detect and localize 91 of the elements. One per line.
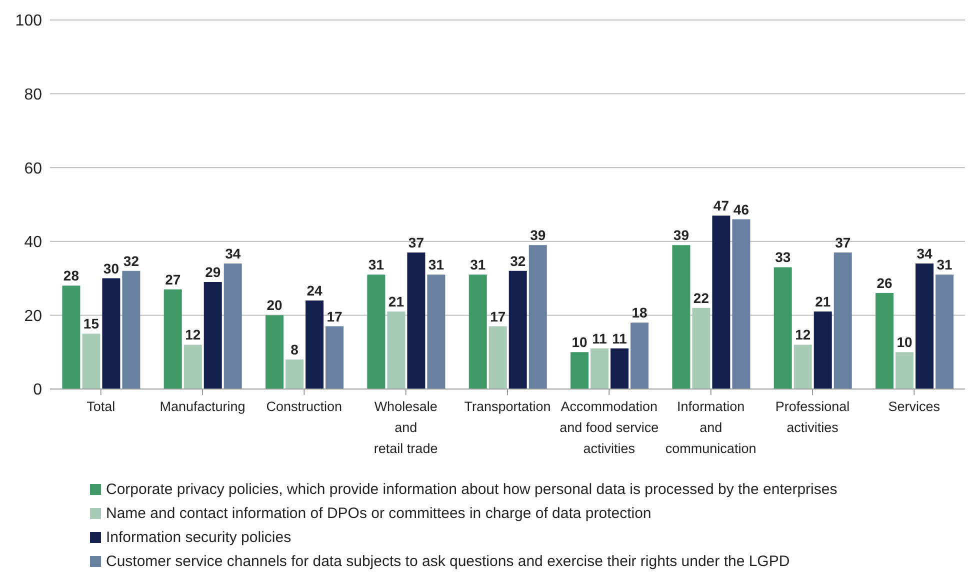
y-tick-label: 0 bbox=[33, 382, 42, 399]
data-label: 21 bbox=[815, 294, 831, 310]
x-tick-label: Professional activities bbox=[775, 399, 850, 435]
y-tick-label: 80 bbox=[24, 86, 42, 104]
data-label: 26 bbox=[876, 275, 893, 292]
y-tick-label: 40 bbox=[24, 234, 42, 252]
data-label: 27 bbox=[165, 271, 181, 288]
data-label: 12 bbox=[185, 326, 201, 343]
bar bbox=[407, 252, 426, 389]
bar bbox=[468, 274, 487, 389]
bar bbox=[326, 326, 344, 389]
bar bbox=[570, 352, 589, 389]
data-label: 30 bbox=[103, 260, 120, 276]
x-tick-label: Manufacturing bbox=[160, 399, 246, 414]
data-label: 20 bbox=[266, 297, 283, 314]
y-tick-label: 20 bbox=[24, 308, 42, 325]
bar bbox=[82, 334, 100, 389]
x-tick-label: Information and communication bbox=[665, 399, 756, 456]
bar bbox=[876, 293, 894, 389]
data-label: 8 bbox=[290, 341, 299, 358]
bar bbox=[834, 252, 852, 389]
legend-label: Name and contact information of DPOs or committees in charge of data protection bbox=[106, 504, 652, 522]
bar bbox=[936, 274, 954, 389]
data-label: 18 bbox=[632, 304, 648, 321]
x-tick-label: Construction bbox=[266, 399, 342, 414]
x-tick-label: Wholesale and retail trade bbox=[374, 399, 438, 456]
legend-label: Information security policies bbox=[106, 528, 292, 546]
bar bbox=[204, 282, 222, 389]
x-tick-label: Transportation bbox=[464, 399, 551, 414]
data-label: 47 bbox=[713, 198, 730, 214]
bar bbox=[692, 308, 710, 389]
data-label: 46 bbox=[733, 201, 750, 218]
data-label: 31 bbox=[936, 256, 953, 273]
bar bbox=[528, 245, 547, 389]
data-label: 33 bbox=[775, 249, 791, 266]
bar bbox=[916, 264, 934, 389]
bar bbox=[630, 322, 649, 389]
data-label: 39 bbox=[530, 227, 546, 244]
data-label: 17 bbox=[490, 308, 506, 324]
bar bbox=[224, 264, 242, 389]
bar bbox=[286, 359, 304, 389]
bar bbox=[306, 300, 324, 389]
x-tick-label: Total bbox=[86, 399, 116, 414]
bar bbox=[488, 326, 507, 389]
data-label: 22 bbox=[693, 290, 710, 306]
bar bbox=[62, 286, 80, 389]
bar bbox=[184, 344, 202, 389]
data-label: 29 bbox=[205, 264, 221, 280]
bar bbox=[794, 344, 812, 389]
bar bbox=[774, 267, 792, 389]
data-label: 31 bbox=[470, 256, 486, 273]
x-tick-label: Services bbox=[888, 399, 940, 414]
data-label: 37 bbox=[835, 234, 851, 250]
data-label: 11 bbox=[592, 330, 608, 346]
data-label: 32 bbox=[123, 252, 140, 269]
data-label: 21 bbox=[388, 294, 404, 310]
data-label: 28 bbox=[63, 268, 80, 284]
data-label: 17 bbox=[326, 308, 343, 324]
data-label: 31 bbox=[428, 256, 444, 273]
bar bbox=[102, 278, 120, 389]
bar bbox=[367, 274, 386, 389]
legend-label: Customer service channels for data subjects to ask questions and exercise their rights under the LGPD bbox=[106, 552, 790, 570]
x-tick-label: Accommodation and food service activities bbox=[560, 399, 659, 456]
data-label: 10 bbox=[896, 334, 913, 350]
data-label: 31 bbox=[368, 256, 384, 273]
bar bbox=[672, 245, 690, 389]
data-label: 39 bbox=[673, 227, 690, 244]
data-label: 37 bbox=[408, 234, 424, 250]
data-label: 11 bbox=[612, 330, 628, 346]
y-tick-label: 100 bbox=[15, 12, 42, 30]
bar bbox=[590, 348, 609, 389]
bar bbox=[164, 289, 182, 389]
bar bbox=[732, 219, 750, 389]
bar bbox=[610, 348, 629, 389]
bar bbox=[712, 216, 730, 389]
data-label: 24 bbox=[306, 282, 323, 298]
data-label: 34 bbox=[225, 246, 241, 262]
bar bbox=[896, 352, 914, 389]
y-tick-label: 60 bbox=[24, 160, 42, 178]
bar bbox=[427, 274, 446, 389]
legend-label: Corporate privacy policies, which provide information about how personal data is processed by the enterprises bbox=[106, 480, 838, 498]
data-label: 34 bbox=[916, 246, 933, 262]
bar bbox=[387, 312, 406, 389]
data-label: 10 bbox=[572, 334, 588, 350]
bar bbox=[266, 315, 284, 389]
data-label: 32 bbox=[510, 252, 526, 269]
bar bbox=[508, 270, 527, 389]
data-label: 12 bbox=[795, 326, 811, 343]
bar bbox=[814, 312, 832, 389]
data-label: 15 bbox=[83, 316, 100, 332]
bar bbox=[122, 270, 140, 389]
